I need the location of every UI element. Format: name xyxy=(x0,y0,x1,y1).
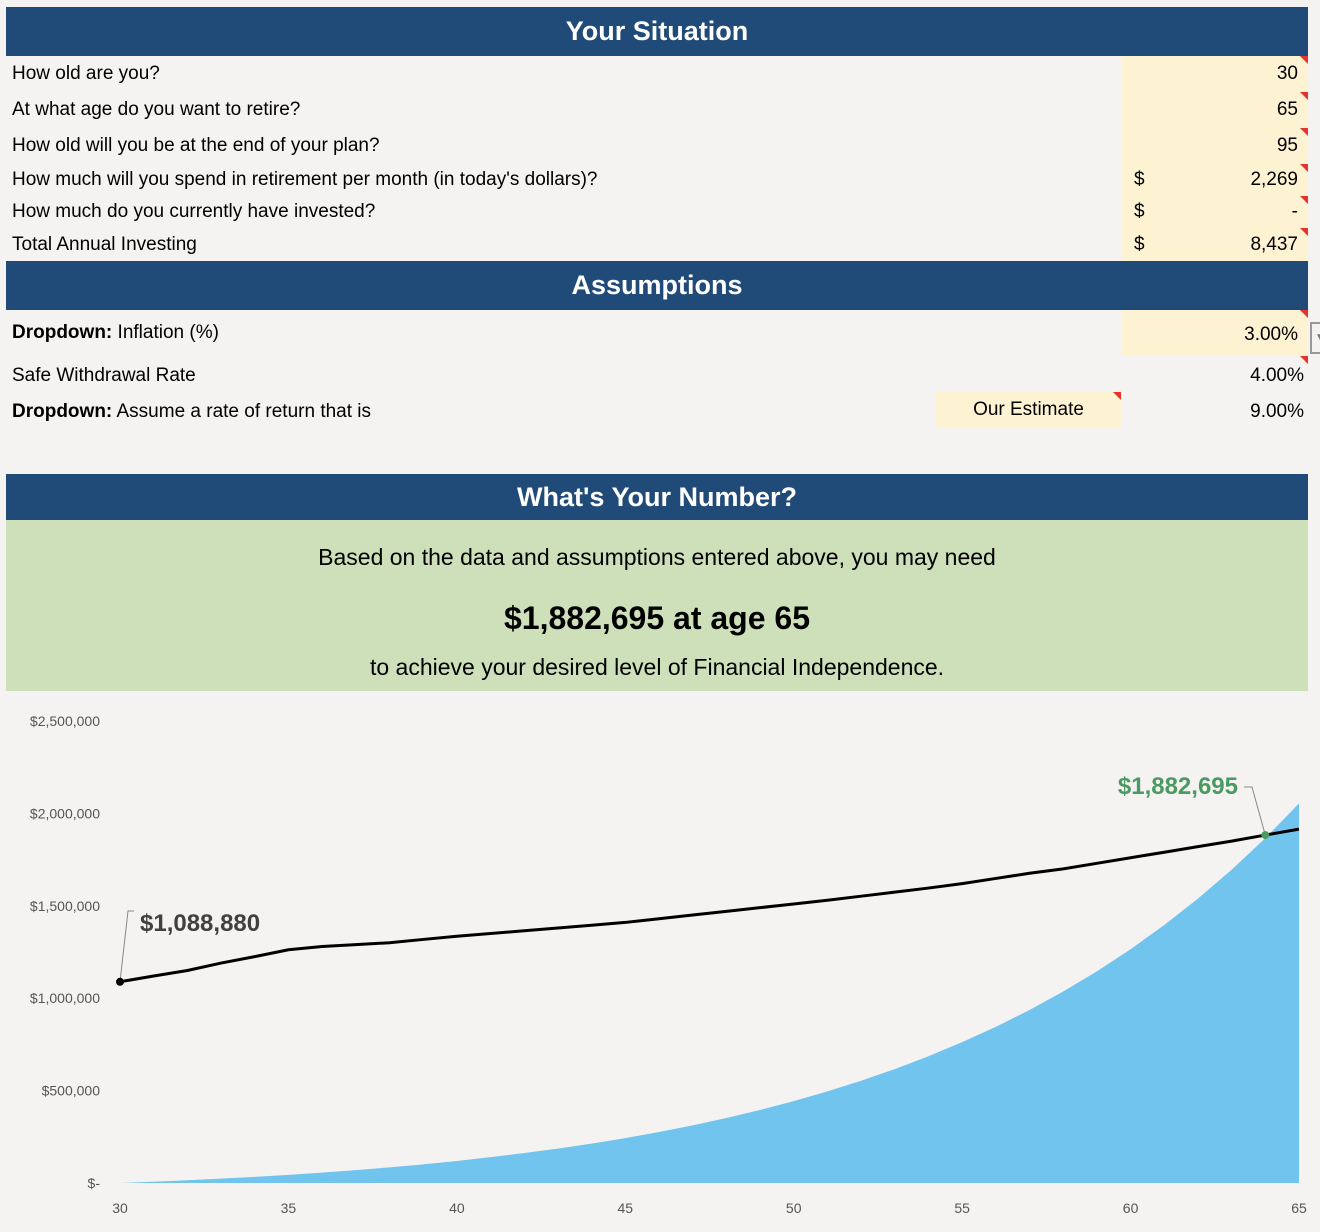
situation-row: Total Annual Investing $8,437 xyxy=(6,228,1308,261)
result-outro: to achieve your desired level of Financi… xyxy=(369,654,945,680)
needed-line xyxy=(119,827,1300,984)
result-panel: Based on the data and assumptions entere… xyxy=(6,520,1308,691)
situation-header: Your Situation xyxy=(6,7,1308,56)
dropdown-prefix: Dropdown: xyxy=(12,322,113,343)
question-label: Total Annual Investing xyxy=(12,234,197,255)
return-label: Assume a rate of return that is xyxy=(116,401,372,422)
currency-symbol: $ xyxy=(1134,201,1145,222)
answer-input[interactable]: 65 xyxy=(1122,92,1308,128)
assumptions-header: Assumptions xyxy=(6,261,1308,310)
return-dropdown[interactable]: Our Estimate xyxy=(936,392,1121,428)
x-tick-label: 65 xyxy=(1291,1200,1307,1216)
dropdown-prefix: Dropdown: xyxy=(12,401,113,422)
comment-flag-icon xyxy=(1300,56,1308,64)
start-value-label: $1,088,880 xyxy=(140,910,260,937)
y-tick-label: $- xyxy=(88,1175,101,1191)
answer-value: 30 xyxy=(1276,63,1298,84)
x-tick-label: 55 xyxy=(954,1200,970,1216)
crossing-point xyxy=(1261,831,1270,840)
annotation-leader xyxy=(1244,786,1266,836)
x-tick-label: 40 xyxy=(449,1200,465,1216)
return-option: Our Estimate xyxy=(973,399,1084,420)
portfolio-area xyxy=(120,803,1299,1183)
situation-row: How old will you be at the end of your p… xyxy=(6,128,1308,164)
x-tick-label: 35 xyxy=(281,1200,297,1216)
dropdown-arrow-icon[interactable]: ▼ xyxy=(1310,322,1320,354)
answer-value: 95 xyxy=(1276,135,1298,156)
question-label: At what age do you want to retire? xyxy=(12,99,301,120)
comment-flag-icon xyxy=(1300,128,1308,136)
situation-row: How old are you? 30 xyxy=(6,56,1308,92)
inflation-dropdown[interactable]: 3.00% xyxy=(1122,310,1308,356)
x-tick-label: 50 xyxy=(786,1200,802,1216)
swr-label: Safe Withdrawal Rate xyxy=(12,365,196,386)
y-tick-label: $500,000 xyxy=(42,1083,101,1099)
number-header: What's Your Number? xyxy=(6,474,1308,520)
y-tick-label: $1,000,000 xyxy=(30,990,100,1006)
comment-flag-icon xyxy=(1300,92,1308,100)
answer-value: 8,437 xyxy=(1250,234,1298,255)
swr-value: 4.00% xyxy=(1250,365,1304,386)
comment-flag-icon xyxy=(1300,356,1308,364)
answer-input[interactable]: 30 xyxy=(1122,56,1308,92)
comment-flag-icon xyxy=(1113,392,1121,400)
situation-row: How much do you currently have invested?… xyxy=(6,196,1308,228)
comment-flag-icon xyxy=(1300,164,1308,172)
x-tick-label: 30 xyxy=(112,1200,128,1216)
answer-value: 2,269 xyxy=(1250,169,1298,190)
comment-flag-icon xyxy=(1300,310,1308,318)
question-label: How much do you currently have invested? xyxy=(12,201,376,222)
situation-row: At what age do you want to retire? 65 xyxy=(6,92,1308,128)
inflation-label: Inflation (%) xyxy=(117,322,219,343)
result-intro: Based on the data and assumptions entere… xyxy=(318,544,996,570)
inflation-value: 3.00% xyxy=(1244,324,1298,345)
answer-input[interactable]: $8,437 xyxy=(1122,228,1308,261)
answer-value: 65 xyxy=(1276,99,1298,120)
return-row: Dropdown: Assume a rate of return that i… xyxy=(6,392,1308,428)
answer-value: - xyxy=(1291,201,1298,222)
currency-symbol: $ xyxy=(1134,169,1145,190)
question-label: How old are you? xyxy=(12,63,160,84)
crossing-value-label: $1,882,695 xyxy=(1118,773,1238,800)
question-label: How old will you be at the end of your p… xyxy=(12,135,380,156)
retirement-chart: $- $500,000 $1,000,000 $1,500,000 $2,000,000… xyxy=(30,713,1307,1216)
y-tick-label: $2,000,000 xyxy=(30,805,100,821)
currency-symbol: $ xyxy=(1134,234,1145,255)
comment-flag-icon xyxy=(1300,228,1308,236)
answer-input[interactable]: $2,269 xyxy=(1122,164,1308,196)
question-label: How much will you spend in retirement pe… xyxy=(12,169,598,190)
comment-flag-icon xyxy=(1300,196,1308,204)
x-tick-label: 60 xyxy=(1123,1200,1139,1216)
swr-row: Safe Withdrawal Rate 4.00% xyxy=(6,356,1308,392)
y-tick-label: $2,500,000 xyxy=(30,713,100,729)
inflation-row: Dropdown: Inflation (%) 3.00% ▼ xyxy=(6,310,1320,356)
return-value: 9.00% xyxy=(1250,401,1304,422)
annotation-leader xyxy=(119,910,134,982)
answer-input[interactable]: $ - xyxy=(1122,196,1308,228)
x-tick-label: 45 xyxy=(617,1200,633,1216)
start-point xyxy=(116,977,124,986)
answer-input[interactable]: 95 xyxy=(1122,128,1308,164)
situation-row: How much will you spend in retirement pe… xyxy=(6,164,1308,196)
result-headline: $1,882,695 at age 65 xyxy=(503,600,810,636)
y-tick-label: $1,500,000 xyxy=(30,898,100,914)
